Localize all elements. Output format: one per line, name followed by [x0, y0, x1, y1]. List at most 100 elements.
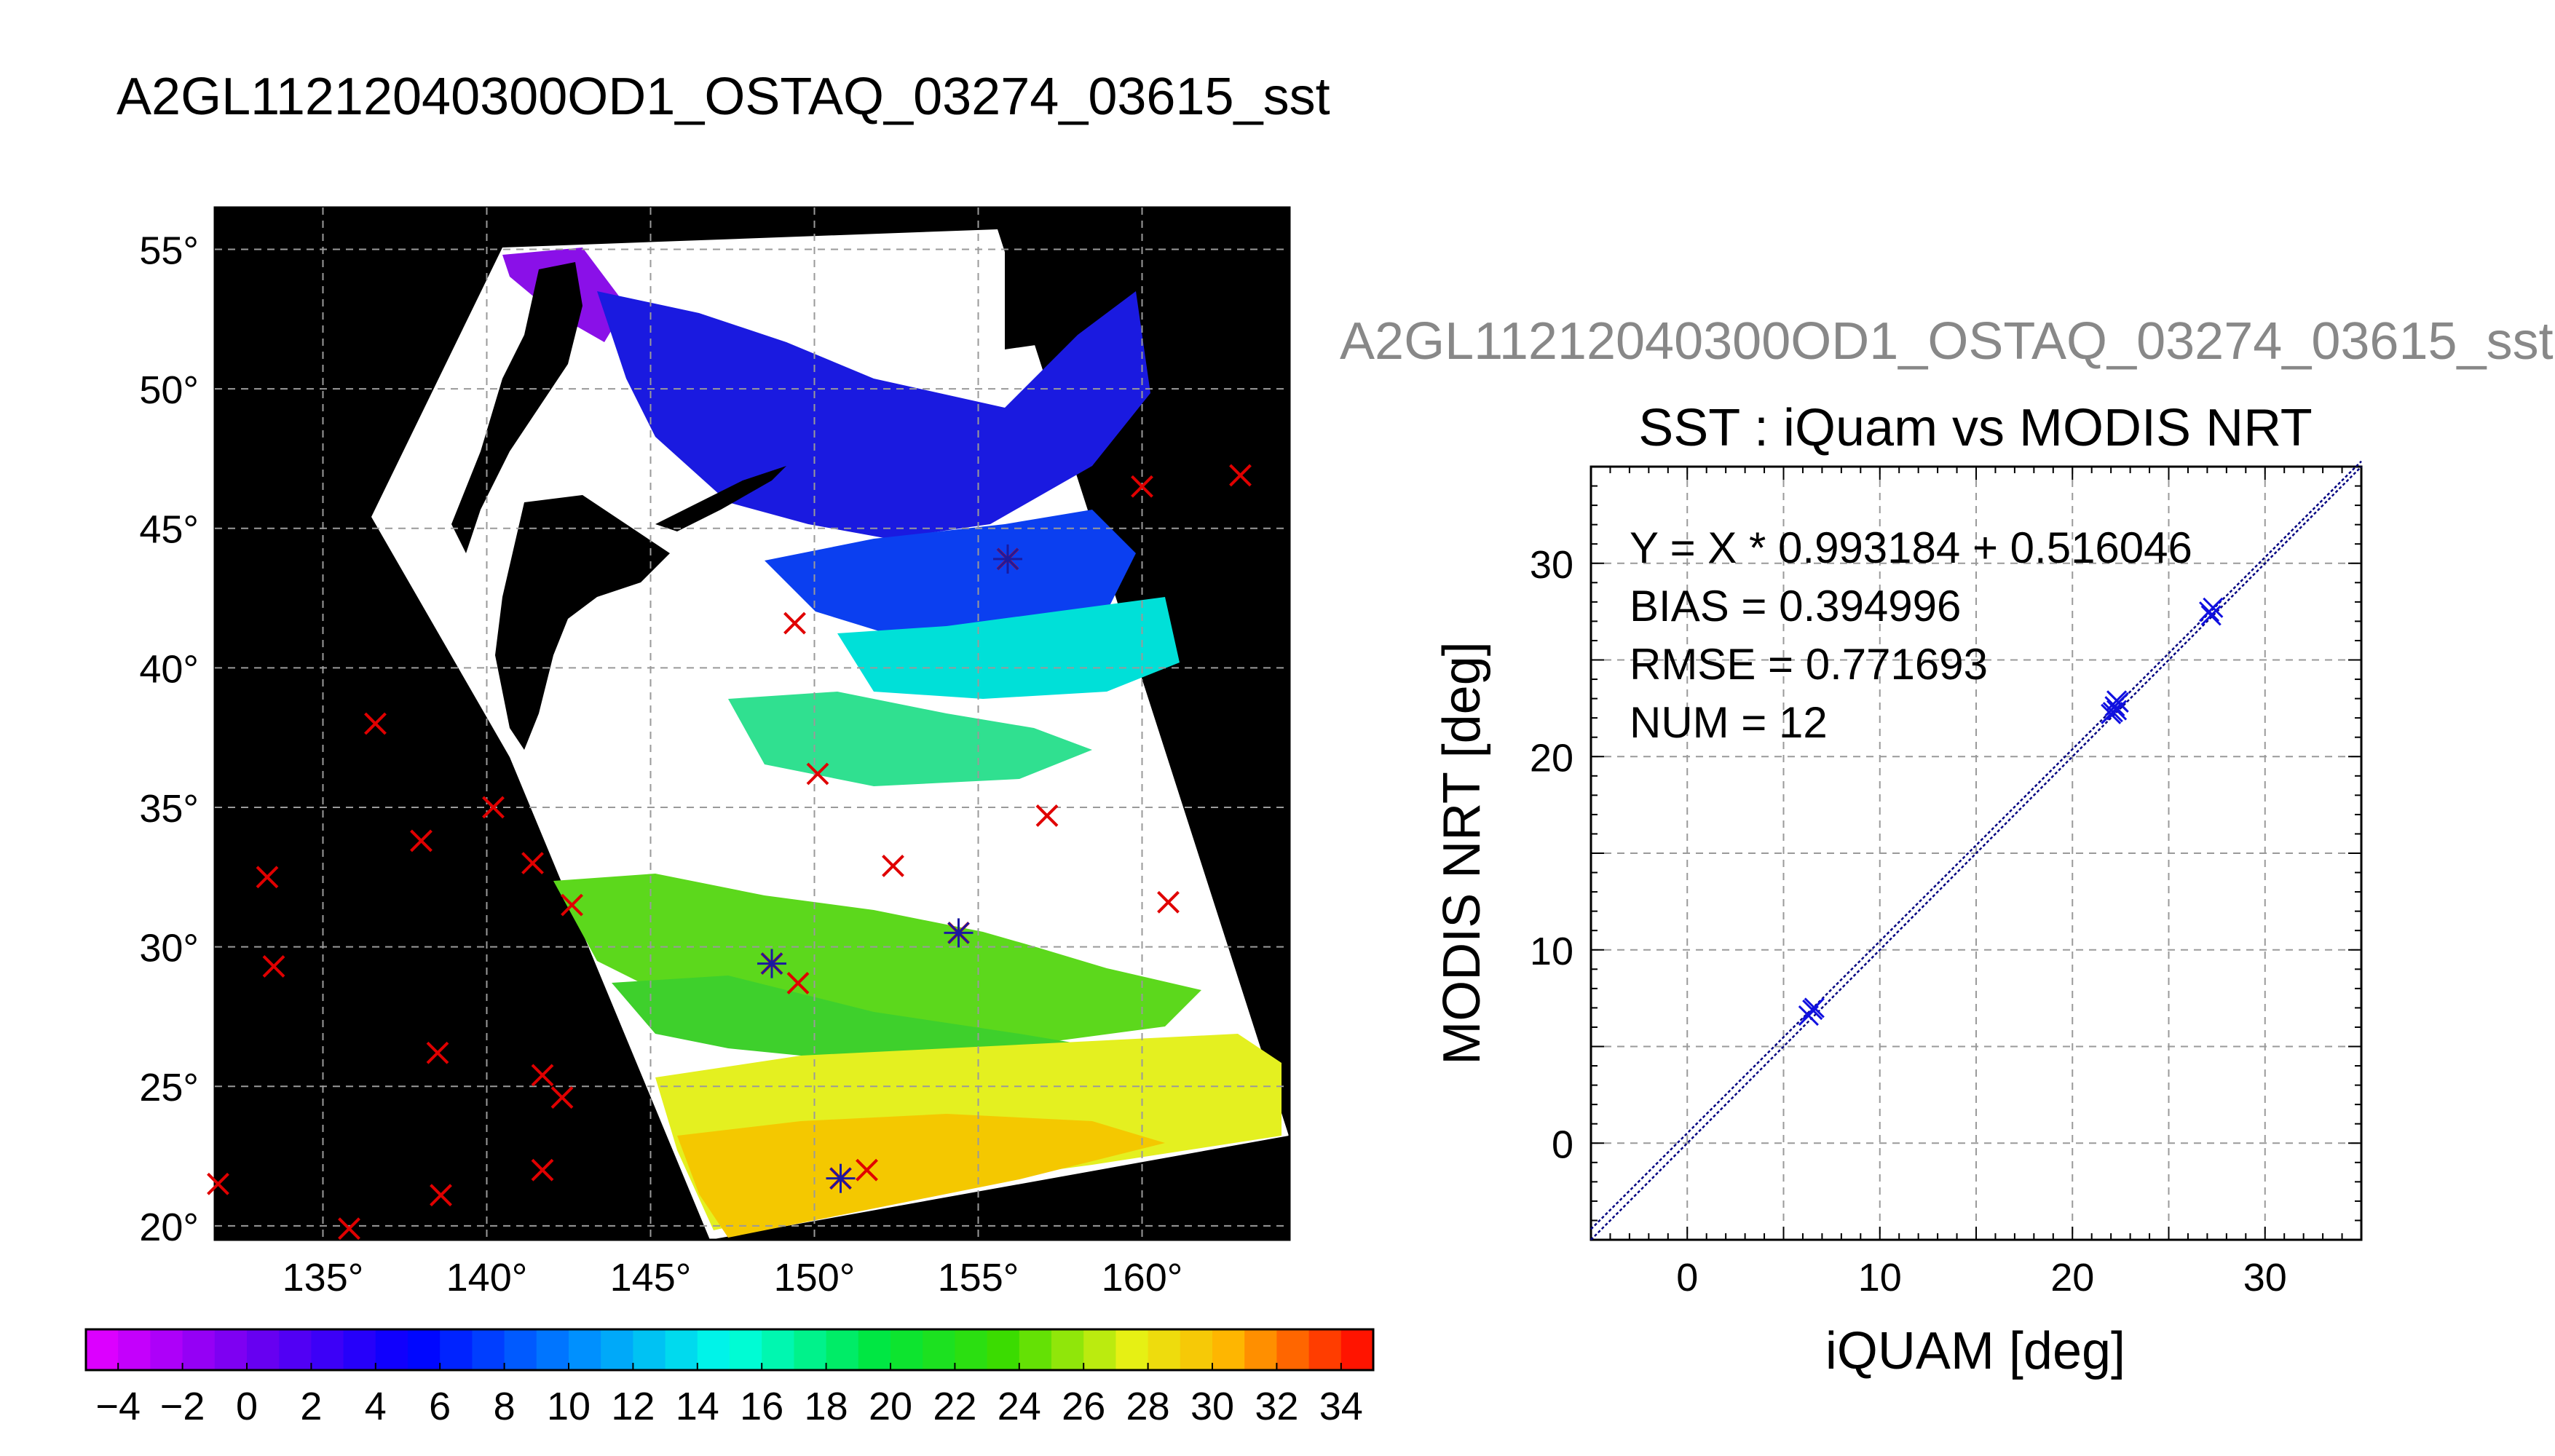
- colorbar-border: [84, 1328, 1375, 1372]
- colorbar-tick-label: 10: [547, 1385, 591, 1428]
- iquam-obs-marker: [550, 1086, 574, 1109]
- colorbar-cell: [1083, 1329, 1116, 1370]
- scatter-point: [2108, 692, 2129, 713]
- scatter-x-tick-label: 30: [2243, 1256, 2287, 1299]
- fit-lines: [1590, 460, 2362, 1241]
- colorbar-cell: [1212, 1329, 1245, 1370]
- colorbar-tick-label: 8: [494, 1385, 516, 1428]
- stat-rmse: RMSE = 0.771693: [1630, 640, 1988, 689]
- colorbar-cell: [987, 1329, 1020, 1370]
- matched-point-marker: [993, 544, 1022, 574]
- map-lat-tick-label: 55°: [139, 229, 199, 272]
- colorbar-cell: [730, 1329, 762, 1370]
- colorbar-cell: [923, 1329, 955, 1370]
- map-lat-tick-label: 50°: [139, 368, 199, 412]
- colorbar-cell: [697, 1329, 730, 1370]
- colorbar-cell: [794, 1329, 827, 1370]
- sst-patch-blue-mid: [765, 510, 1136, 641]
- colorbar-tick-label: −2: [160, 1385, 205, 1428]
- sst-patch-teal: [728, 692, 1092, 786]
- colorbar-cell: [408, 1329, 441, 1370]
- colorbar-cell: [247, 1329, 280, 1370]
- map-border: [213, 206, 1291, 1241]
- scatter-plot: SST : iQuam vs MODIS NRT 0 10 20 300102030 …: [1433, 399, 2363, 1380]
- colorbar-cell: [858, 1329, 891, 1370]
- x-axis-label: iQUAM [deg]: [1825, 1322, 2125, 1380]
- colorbar-cell: [118, 1329, 151, 1370]
- colorbar-tick-label: 26: [1062, 1385, 1105, 1428]
- colorbar-tick-label: −4: [95, 1385, 141, 1428]
- colorbar-cell: [665, 1329, 698, 1370]
- colorbar-cell: [504, 1329, 537, 1370]
- colorbar-tick-label: 30: [1190, 1385, 1234, 1428]
- colorbar-cell: [279, 1329, 312, 1370]
- sst-patch-warm: [677, 1114, 1165, 1238]
- scatter-y-tick-label: 10: [1530, 930, 1573, 973]
- colorbar-cell: [955, 1329, 988, 1370]
- map-lat-tick-label: 40°: [139, 647, 199, 691]
- scatter-y-tick-label: 0: [1552, 1123, 1573, 1166]
- map-lon-tick-label: 135°: [283, 1256, 364, 1299]
- colorbar-cell: [569, 1329, 601, 1370]
- map-lat-tick-label: 30°: [139, 927, 199, 970]
- colorbar-tick-label: 18: [805, 1385, 848, 1428]
- iquam-obs-marker: [531, 1158, 554, 1182]
- map-lat-tick-label: 35°: [139, 787, 199, 831]
- iquam-obs-marker: [410, 829, 433, 852]
- colorbar-tick-label: 32: [1255, 1385, 1298, 1428]
- colorbar-cell: [536, 1329, 569, 1370]
- iquam-obs-marker: [338, 1217, 360, 1241]
- scatter-y-tick-label: 20: [1530, 736, 1573, 780]
- colorbar-cell: [440, 1329, 473, 1370]
- colorbar-cell: [375, 1329, 408, 1370]
- map-lon-tick-label: 150°: [774, 1256, 856, 1299]
- iquam-obs-marker: [1035, 804, 1059, 827]
- colorbar-tick-label: 14: [676, 1385, 719, 1428]
- map-lat-tick-label: 45°: [139, 508, 199, 552]
- stat-num: NUM = 12: [1630, 698, 1828, 747]
- scatter-x-tick-label: 20: [2050, 1256, 2094, 1299]
- map-lat-tick-label: 25°: [139, 1066, 199, 1109]
- colorbar-tick-label: 6: [429, 1385, 451, 1428]
- colorbar-tick-label: 24: [998, 1385, 1041, 1428]
- iquam-obs-marker: [531, 1064, 554, 1087]
- colorbar-cell: [182, 1329, 216, 1370]
- colorbar-cell: [1019, 1329, 1052, 1370]
- matched-point-marker: [826, 1163, 856, 1193]
- scatter-x-tick-label: 10: [1858, 1256, 1902, 1299]
- colorbar-tick-label: 22: [933, 1385, 976, 1428]
- sst-colorbar: −4 −2 0 2 4 6 8 10 12 14 16 18 20 22 24 26 28 30 32 34: [84, 1328, 1375, 1428]
- colorbar-tick-label: 28: [1126, 1385, 1170, 1428]
- colorbar-tick-label: 2: [300, 1385, 322, 1428]
- sst-map: 135° 140° 145° 150° 155° 160° 55° 50° 45° 40° 35° 3…: [139, 206, 1291, 1299]
- stat-bias: BIAS = 0.394996: [1630, 582, 1961, 630]
- scatter-y-tick-label: 30: [1530, 543, 1573, 587]
- iquam-obs-marker: [364, 712, 387, 735]
- regression-line: [1590, 460, 2362, 1230]
- stat-fit-equation: Y = X * 0.993184 + 0.516046: [1630, 523, 2192, 572]
- map-ticks: 135° 140° 145° 150° 155° 160° 55° 50° 45° 40° 35° 3…: [139, 229, 1182, 1299]
- land-kurils: [655, 466, 786, 531]
- scatter-ticks: 0 10 20 30 0 10 20 30: [1530, 466, 2362, 1299]
- colorbar-cell: [1180, 1329, 1213, 1370]
- colorbar-cell: [86, 1329, 119, 1370]
- colorbar-cell: [1244, 1329, 1277, 1370]
- colorbar-cell: [1308, 1329, 1342, 1370]
- colorbar-cell: [762, 1329, 794, 1370]
- map-grid: [215, 207, 1290, 1240]
- colorbar-cell: [1340, 1329, 1374, 1370]
- scatter-point: [2200, 605, 2222, 626]
- scatter-point: [2101, 703, 2122, 724]
- iquam-obs-marker: [482, 796, 505, 819]
- iquam-obs-marker: [1157, 890, 1180, 914]
- matched-point-marker: [757, 949, 786, 978]
- iquam-obs-marker: [882, 855, 904, 877]
- land-sakhalin: [451, 262, 583, 553]
- colorbar-cell: [826, 1329, 859, 1370]
- map-lon-tick-label: 145°: [610, 1256, 692, 1299]
- colorbar-cell: [472, 1329, 505, 1370]
- colorbar-cells: [86, 1329, 1374, 1370]
- colorbar-ticks: −4 −2 0 2 4 6 8 10 12 14 16 18 20 22 24 26 28 30 32 34: [95, 1363, 1363, 1428]
- colorbar-tick-label: 16: [740, 1385, 783, 1428]
